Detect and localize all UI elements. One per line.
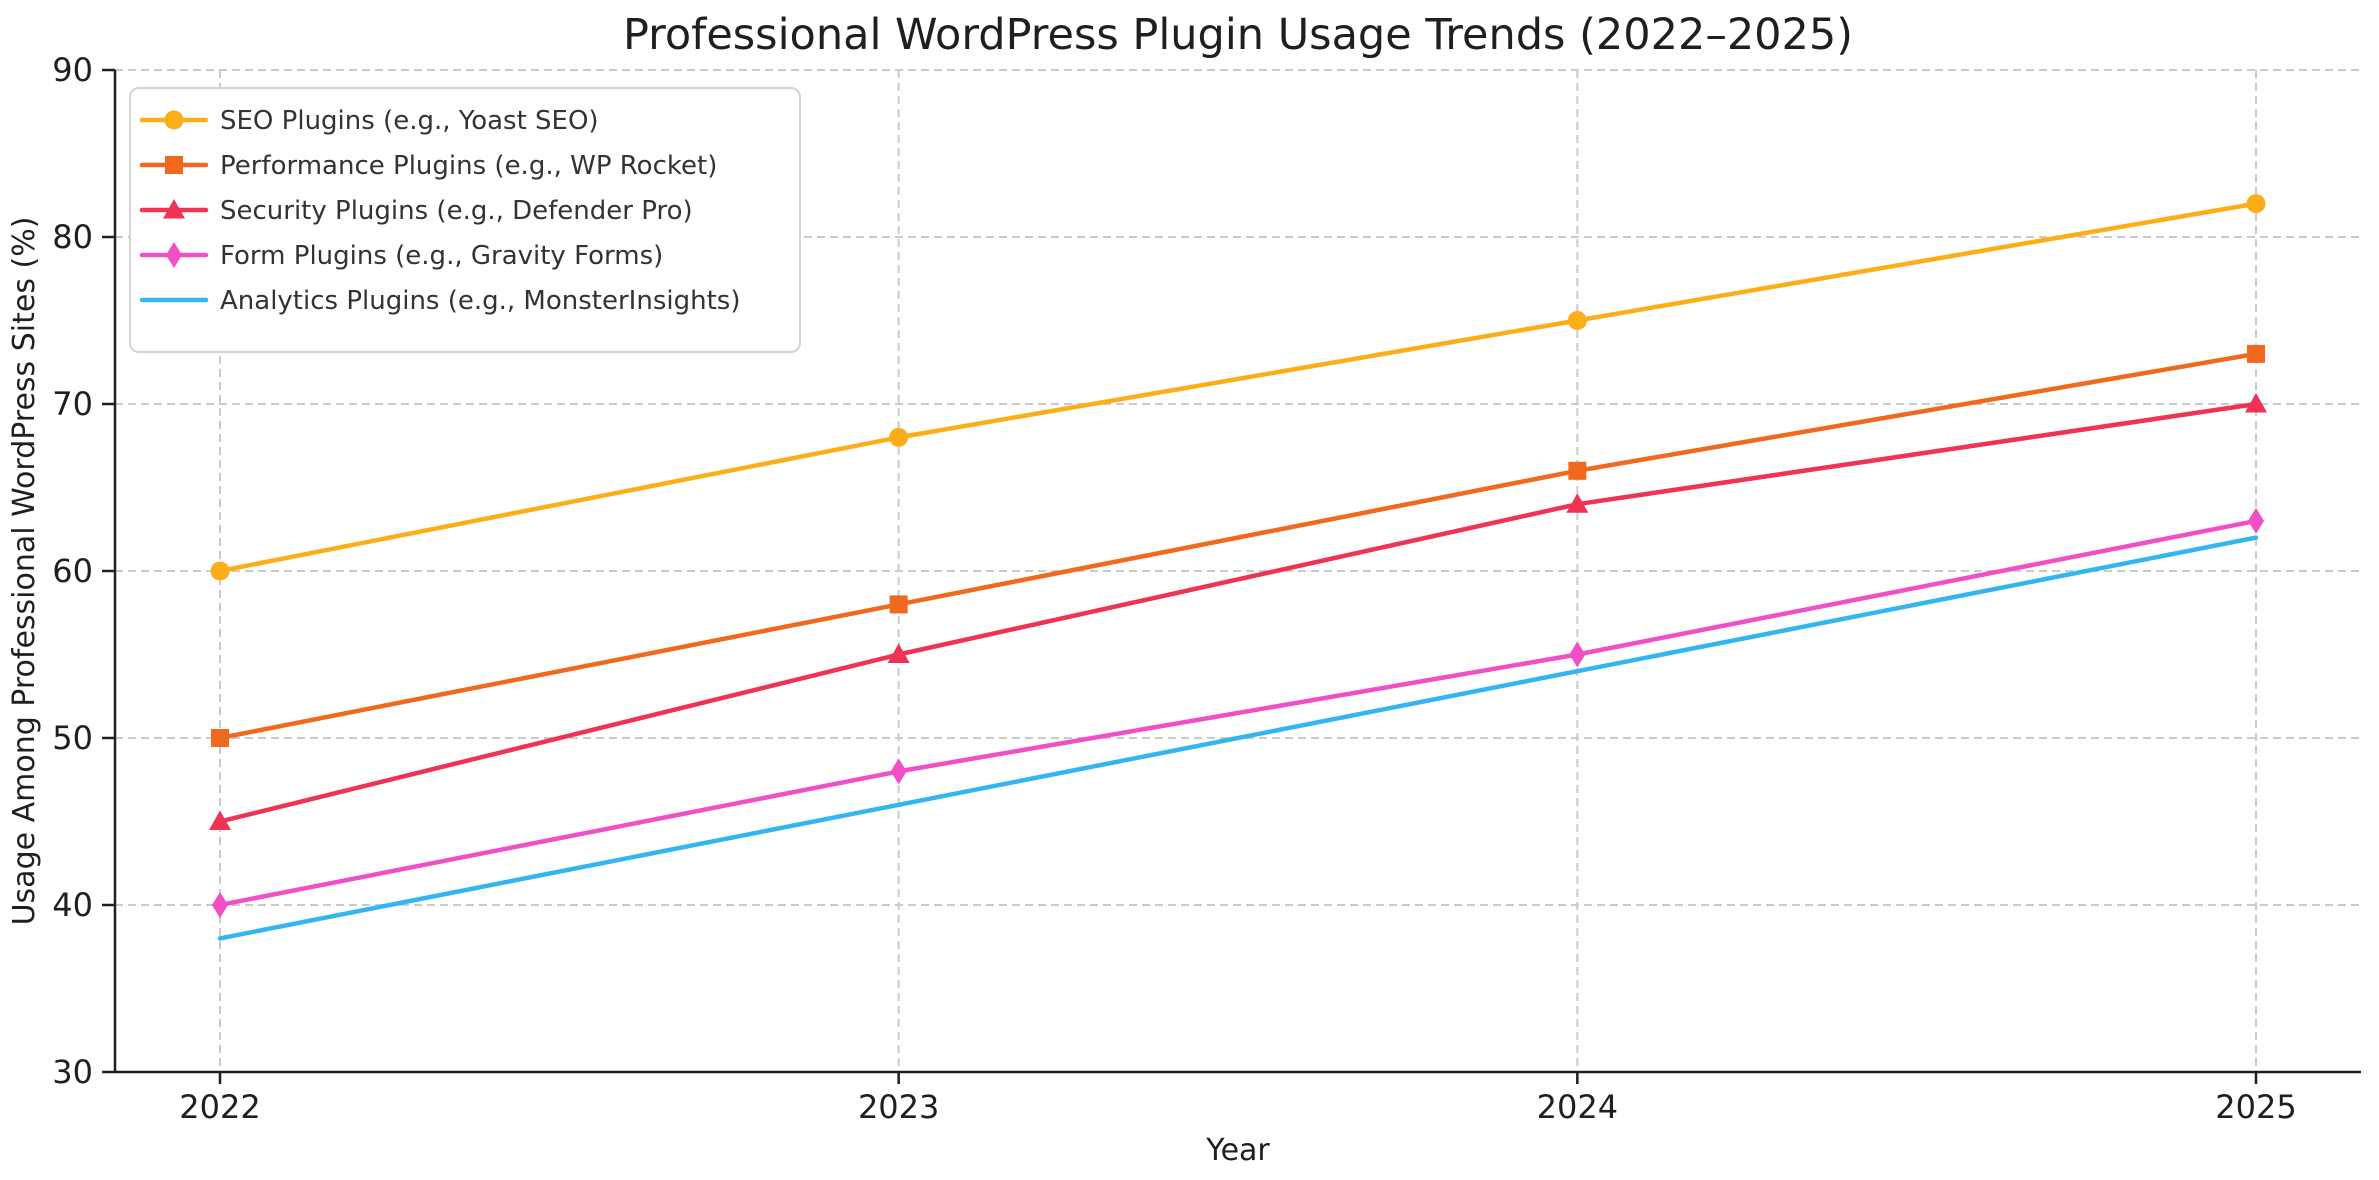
legend-label: Security Plugins (e.g., Defender Pro) (220, 196, 693, 226)
data-point-marker (2246, 194, 2266, 214)
chart-title: Professional WordPress Plugin Usage Tren… (623, 10, 1853, 60)
data-point-marker (890, 758, 907, 785)
legend-item: Security Plugins (e.g., Defender Pro) (139, 196, 693, 226)
legend-item: SEO Plugins (e.g., Yoast SEO) (139, 106, 599, 136)
data-point-marker (1567, 311, 1587, 330)
legend-item: Performance Plugins (e.g., WP Rocket) (139, 151, 717, 181)
series-line-2 (217, 401, 2259, 824)
legend-label: Performance Plugins (e.g., WP Rocket) (220, 151, 717, 181)
data-point-marker (1568, 461, 1587, 480)
y-axis-label: Usage Among Professional WordPress Sites… (7, 217, 42, 926)
series-lines (209, 194, 2267, 941)
data-point-marker (210, 561, 230, 581)
y-tick-label: 40 (52, 886, 93, 924)
x-tick-label: 2024 (1537, 1088, 1618, 1126)
data-point-marker (163, 199, 185, 219)
y-tick-label: 90 (52, 51, 93, 89)
data-point-marker (2247, 344, 2265, 363)
legend-item: Analytics Plugins (e.g., MonsterInsights… (139, 286, 740, 316)
legend-box (129, 87, 801, 353)
data-point-marker (209, 810, 231, 830)
data-point-marker (165, 156, 183, 174)
x-axis-label: Year (1205, 1133, 1270, 1168)
x-tick-label: 2022 (179, 1088, 260, 1126)
axes: 30 40 50 60 70 80 90 2022 2023 2024 2025 (52, 51, 2361, 1126)
data-point-marker (889, 427, 909, 447)
x-tick-label: 2023 (858, 1088, 939, 1126)
series-line-1 (217, 351, 2259, 741)
legend-label: Analytics Plugins (e.g., MonsterInsights… (220, 286, 740, 316)
legend-label: SEO Plugins (e.g., Yoast SEO) (220, 106, 599, 136)
data-point-marker (164, 110, 184, 130)
legend: SEO Plugins (e.g., Yoast SEO) Performance… (129, 87, 801, 353)
data-point-marker (211, 729, 229, 747)
y-tick-label: 30 (52, 1053, 93, 1091)
data-point-marker (212, 892, 228, 918)
series-line-0 (217, 201, 2259, 574)
data-point-marker (1566, 493, 1589, 513)
data-point-marker (887, 643, 910, 663)
y-tick-label: 70 (52, 385, 93, 423)
data-point-marker (889, 595, 908, 614)
legend-label: Form Plugins (e.g., Gravity Forms) (220, 241, 663, 271)
data-point-marker (166, 242, 182, 268)
series-line-4 (217, 535, 2259, 941)
y-tick-label: 60 (52, 552, 93, 590)
data-point-marker (1569, 641, 1586, 668)
x-tick-label: 2025 (2215, 1088, 2296, 1126)
y-tick-label: 50 (52, 719, 93, 757)
y-tick-label: 80 (52, 218, 93, 256)
series-line-3 (217, 518, 2259, 908)
data-point-marker (2245, 393, 2267, 413)
data-point-marker (2248, 507, 2264, 534)
legend-item: Form Plugins (e.g., Gravity Forms) (139, 241, 663, 271)
